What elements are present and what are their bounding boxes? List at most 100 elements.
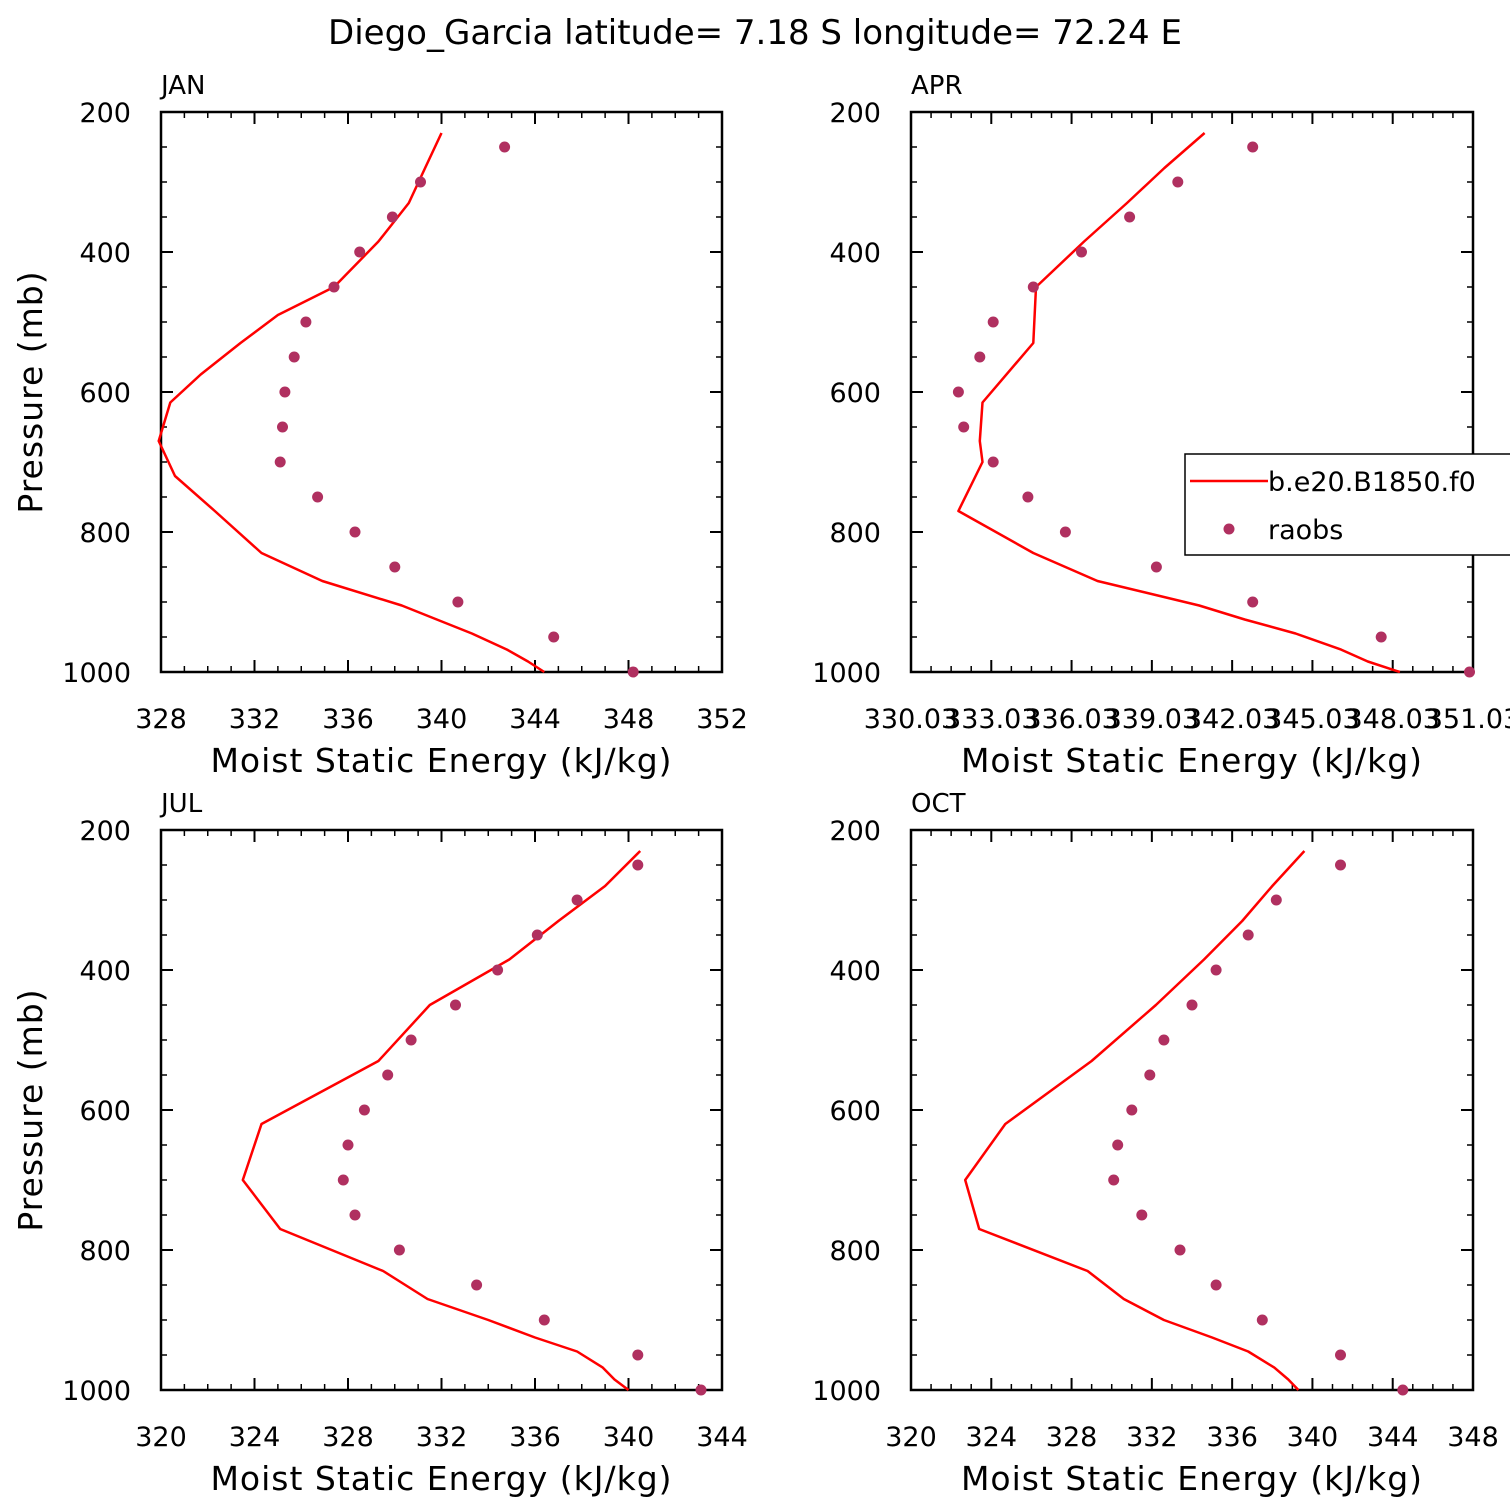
raobs-point [1256,1314,1268,1326]
y-tick-label: 400 [79,238,131,269]
raobs-point [492,964,504,976]
panel-apr: APR330.03333.03336.03339.03342.03345.033… [812,71,1510,780]
plot-frame [909,828,1475,1392]
y-tick-label: 400 [79,956,131,987]
raobs-point [958,421,970,433]
raobs-point [1335,859,1346,871]
raobs-point [538,1314,550,1326]
raobs-point [393,1244,405,1256]
raobs-point [974,351,986,363]
panel-jan: JAN 328 332 336 340 344 348 352 200 400 600 800 1000… [11,71,748,780]
plot-frame [159,828,724,1392]
legend-model-label: b.e20.B1850.f0 [1268,467,1476,498]
raobs-point [1247,596,1259,608]
raobs-point [548,631,560,643]
raobs-point [415,176,426,188]
x-tick-label: 345.03 [1265,704,1359,735]
raobs-point [300,316,312,328]
x-tick-label: 336 [509,1422,561,1453]
raobs-point [1158,1034,1170,1046]
figure-title: Diego_Garcia latitude= 7.18 S longitude=… [328,13,1182,53]
plot-frame [159,110,724,674]
x-axis-title: Moist Static Energy (kJ/kg) [961,1459,1423,1498]
x-axis-title: Moist Static Energy (kJ/kg) [210,1459,672,1498]
x-axis-title: Moist Static Energy (kJ/kg) [210,741,672,780]
x-tick-label: 332 [416,1422,468,1453]
raobs-point [279,386,291,398]
y-axis-title: Pressure (mb) [11,988,50,1231]
x-tick-label: 333.03 [944,704,1038,735]
y-tick-label: 800 [829,1236,881,1267]
y-tick-label: 600 [829,378,881,409]
y-tick-label: 400 [829,238,881,269]
raobs-point [627,666,639,678]
panel-label: APR [911,71,963,101]
y-tick-label: 1000 [812,658,881,689]
raobs-point [312,491,324,503]
y-tick-label: 200 [829,816,881,847]
x-tick-label: 336 [322,704,374,735]
plot-frame [909,110,1475,674]
panel-jul: JUL 320 324 328 332 336 340 344 200 400 600 800 1000… [11,789,748,1498]
x-tick-label: 320 [885,1422,937,1453]
raobs-point [1112,1139,1124,1151]
y-tick-label: 200 [79,98,131,129]
x-tick-label: 340 [1287,1422,1339,1453]
raobs-point [1464,666,1475,678]
raobs-point [1210,964,1222,976]
raobs-point [1076,246,1087,258]
raobs-point [1022,491,1034,503]
raobs-point [1150,561,1162,573]
x-tick-label: 328 [135,704,187,735]
x-tick-label: 324 [966,1422,1018,1453]
raobs-point [1397,1384,1409,1396]
raobs-point [1335,1349,1346,1361]
x-tick-label: 344 [1367,1422,1419,1453]
raobs-point [349,1209,361,1221]
raobs-point [277,421,288,433]
x-tick-label: 348 [603,704,655,735]
raobs-point [342,1139,354,1151]
raobs-point [274,456,286,468]
raobs-point [1108,1174,1120,1186]
y-tick-label: 800 [829,518,881,549]
raobs-point [450,999,461,1011]
raobs-point [358,1104,370,1116]
raobs-point [288,351,300,363]
x-tick-label: 328 [322,1422,374,1453]
raobs-point [405,1034,417,1046]
raobs-point [389,561,401,573]
raobs-point [1136,1209,1148,1221]
y-tick-label: 800 [79,518,131,549]
raobs-point [1059,526,1071,538]
x-tick-label: 336 [1206,1422,1258,1453]
raobs-point [1186,999,1198,1011]
x-tick-label: 324 [229,1422,281,1453]
x-tick-label: 348 [1447,1422,1499,1453]
x-tick-label: 320 [135,1422,187,1453]
x-tick-label: 351.03 [1426,704,1510,735]
y-tick-label: 600 [829,1096,881,1127]
raobs-point [987,316,999,328]
raobs-point [328,281,340,293]
model-profile-line [957,132,1401,674]
panels: JAN 328 332 336 340 344 348 352 200 400 600 800 1000… [11,71,1510,1498]
y-tick-label: 200 [79,816,131,847]
raobs-point [452,596,464,608]
model-profile-line [157,132,545,674]
panel-label: JUL [159,789,203,819]
raobs-point [1210,1279,1222,1291]
x-tick-label: 348.03 [1345,704,1439,735]
raobs-point [987,456,999,468]
x-tick-label: 342.03 [1185,704,1279,735]
x-tick-label: 332 [1126,1422,1178,1453]
raobs-point [471,1279,483,1291]
y-axis-title: Pressure (mb) [11,270,50,513]
raobs-point [632,1349,644,1361]
raobs-point [382,1069,394,1081]
y-tick-label: 600 [79,378,131,409]
raobs-point [349,526,361,538]
raobs-point [952,386,964,398]
raobs-point [1174,1244,1186,1256]
